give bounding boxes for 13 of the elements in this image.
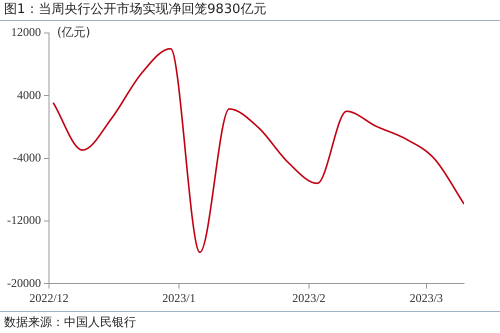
x-tick-label: 2023/1 [162,290,196,305]
y-axis-title: (亿元) [56,25,90,40]
y-tick-label: -4000 [12,150,41,164]
y-tick-label: -12000 [6,213,41,228]
line-series [52,48,464,254]
x-tick-label: 2022/12 [29,290,69,305]
x-tick-label: 2023/3 [410,290,443,305]
x-tick-label: 2023/2 [292,290,326,305]
source-note: 数据来源：中国人民银行 [0,311,500,332]
y-tick-label: 4000 [16,88,41,102]
chart-title: 图1：当周央行公开市场实现净回笼9830亿元 [0,0,500,21]
y-tick-label: -20000 [6,276,41,290]
y-tick-label: 12000 [10,25,41,40]
